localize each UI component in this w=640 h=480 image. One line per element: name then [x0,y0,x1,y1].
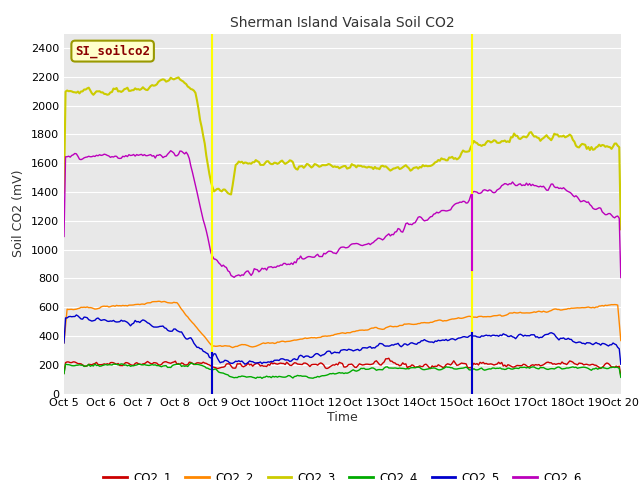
Y-axis label: Soil CO2 (mV): Soil CO2 (mV) [12,170,26,257]
X-axis label: Time: Time [327,411,358,424]
Legend: CO2_1, CO2_2, CO2_3, CO2_4, CO2_5, CO2_6: CO2_1, CO2_2, CO2_3, CO2_4, CO2_5, CO2_6 [99,466,586,480]
Title: Sherman Island Vaisala Soil CO2: Sherman Island Vaisala Soil CO2 [230,16,454,30]
Text: SI_soilco2: SI_soilco2 [75,44,150,58]
